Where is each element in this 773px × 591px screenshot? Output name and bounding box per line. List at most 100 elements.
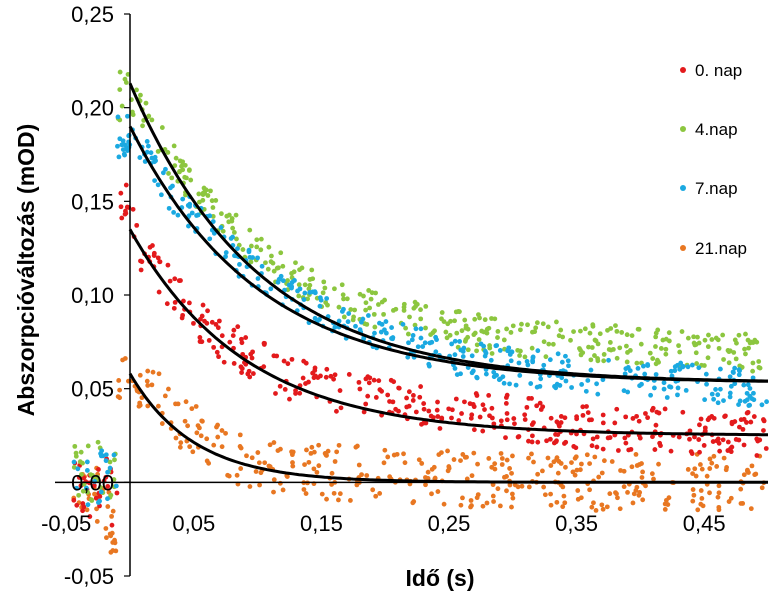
data-point [149,155,155,161]
data-point [661,380,667,386]
data-point [371,311,377,317]
data-point [341,296,346,302]
data-point [213,198,219,203]
data-point [474,342,480,348]
data-point [258,236,264,242]
data-point [223,430,228,436]
data-point [348,307,354,312]
data-point [462,399,467,405]
data-point [726,360,732,366]
data-point [489,351,495,356]
data-point [421,420,427,426]
data-point [234,472,240,478]
data-point [592,337,598,343]
data-point [285,361,291,367]
data-point [754,453,760,458]
data-point [250,371,256,376]
data-point [321,279,327,285]
data-point [340,292,346,298]
data-point [748,419,754,425]
data-point [640,469,646,475]
data-point [675,392,680,398]
data-point [501,380,507,386]
data-point [214,349,220,355]
data-point [323,300,329,305]
data-point [337,388,343,393]
data-point [663,497,669,503]
data-point [259,263,265,269]
data-point [645,415,651,421]
data-point [108,549,114,555]
data-point [405,331,411,337]
data-point [96,467,101,472]
data-point [707,456,713,462]
data-point [588,357,594,363]
data-point [653,334,659,340]
data-point [166,171,171,176]
data-point [503,435,508,441]
data-point [624,332,630,338]
data-point [751,390,756,396]
data-point [749,463,755,469]
data-point [490,493,496,499]
data-point [265,266,271,272]
data-point [429,491,434,497]
data-point [595,356,600,361]
data-point [289,271,294,276]
data-point [79,472,84,477]
data-point [579,461,584,467]
data-point [741,442,747,448]
data-point [449,415,454,421]
data-point [302,282,308,288]
data-point [651,476,656,482]
data-point [204,320,210,326]
data-point [249,355,255,361]
data-point [560,504,566,510]
data-point [711,415,717,421]
data-point [105,496,110,502]
data-point [468,498,474,503]
data-point [432,475,438,481]
data-point [329,470,335,476]
data-point [574,414,579,420]
data-point [85,443,91,449]
data-point [548,502,554,508]
data-point [651,385,657,391]
data-point [105,469,111,475]
data-point [441,319,447,325]
data-point [437,426,443,431]
data-point [275,448,281,453]
data-point [585,410,591,416]
data-point [639,475,645,480]
data-point [247,374,253,380]
data-point [474,348,479,354]
data-point [425,469,431,475]
data-point [711,396,717,402]
data-point [540,468,545,474]
data-point [750,375,756,381]
data-point [566,363,571,369]
data-point [717,448,723,454]
data-point [736,402,741,408]
data-point [341,306,346,312]
data-point [297,286,303,292]
data-point [732,381,738,387]
data-point [494,343,500,348]
data-point [606,357,611,363]
data-point [258,470,264,476]
data-point [104,535,109,541]
data-point [372,330,377,336]
data-point [188,177,194,183]
data-point [168,185,173,191]
data-point [322,285,328,291]
data-point [728,449,734,455]
data-point [429,339,435,345]
data-point [230,333,236,338]
data-point [193,404,199,409]
data-point [231,361,237,366]
data-point [727,394,733,400]
data-point [92,491,97,497]
data-point [586,417,592,423]
data-point [608,326,614,331]
